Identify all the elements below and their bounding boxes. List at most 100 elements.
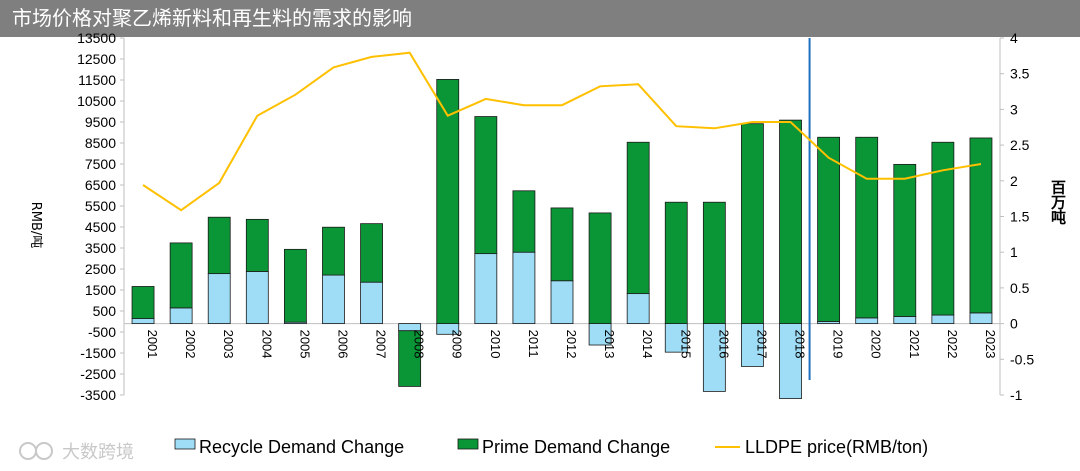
x-tick-label: 2007 [374, 330, 389, 359]
legend-label-recycle: Recycle Demand Change [199, 437, 404, 457]
watermark-logo-icon [19, 442, 37, 460]
prime-bar [779, 119, 802, 325]
left-tick-label: 12500 [77, 51, 116, 67]
legend-label-prime: Prime Demand Change [482, 437, 670, 457]
x-tick-label: 2018 [793, 330, 808, 359]
x-tick-label: 2002 [183, 330, 198, 359]
left-tick-label: 10500 [77, 93, 116, 109]
x-tick-label: 2016 [716, 330, 731, 359]
line-group [142, 51, 982, 212]
right-tick-label: 0 [1010, 316, 1018, 332]
x-tick-label: 2022 [945, 330, 960, 359]
prime-bar [322, 226, 345, 276]
prime-bar [931, 141, 955, 316]
x-tick-label: 2012 [564, 330, 579, 359]
x-tick-label: 2010 [488, 330, 503, 359]
left-tick-label: 500 [93, 303, 117, 319]
x-tick-label: 2001 [145, 330, 160, 359]
prime-bar [131, 286, 155, 320]
right-y-ticks: 4 3.5 3 2.5 2 1.5 1 0.5 0 -0.5 -1 百万吨 [1010, 30, 1067, 403]
recycle-bar [322, 274, 345, 325]
prime-bar [550, 207, 574, 282]
x-tick-label: 2011 [526, 330, 541, 358]
recycle-bar [931, 314, 955, 325]
left-tick-label: 11500 [78, 72, 116, 88]
right-tick-label: -0.5 [1010, 351, 1034, 367]
x-tick-label: 2004 [259, 330, 274, 359]
right-tick-label: 3.5 [1010, 66, 1030, 82]
x-tick-labels: 2001 2002 2003 2004 2005 2006 2007 2008 2009 2010… [145, 330, 998, 359]
left-tick-label: 3500 [85, 240, 116, 256]
left-tick-label: 1500 [85, 282, 116, 298]
chart-title: 市场价格对聚乙烯新料和再生料的需求的影响 [12, 6, 412, 30]
recycle-bar [855, 317, 879, 325]
prime-bar [360, 223, 383, 283]
right-tick-label: -1 [1010, 387, 1023, 403]
right-tick-label: 0.5 [1010, 280, 1030, 296]
legend: Recycle Demand Change Prime Demand Change… [19, 437, 928, 463]
recycle-bar [626, 293, 650, 325]
x-tick-label: 2019 [831, 330, 846, 359]
left-tick-label: -500 [88, 324, 116, 340]
x-tick-label: 2006 [335, 330, 350, 359]
prime-bar [474, 116, 498, 255]
right-tick-label: 4 [1010, 30, 1018, 46]
prime-bar [741, 123, 764, 324]
prime-bar [398, 330, 422, 387]
left-tick-label: 7500 [85, 156, 116, 172]
x-tick-label: 2015 [678, 330, 693, 359]
recycle-bar [245, 271, 269, 324]
right-tick-label: 2.5 [1010, 137, 1030, 153]
prime-bar [855, 136, 879, 319]
recycle-bar [207, 273, 231, 324]
recycle-bar [512, 251, 536, 324]
watermark-logo-icon [35, 442, 53, 460]
prime-bar [626, 141, 650, 295]
left-tick-label: 6500 [85, 177, 116, 193]
prime-bar [283, 248, 307, 323]
left-tick-label: 2500 [85, 261, 116, 277]
left-y-ticks: 13500 12500 11500 10500 9500 8500 7500 6500 5500… [28, 30, 116, 403]
legend-swatch-recycle [174, 438, 196, 450]
recycle-bar [893, 316, 917, 324]
right-axis-title: 百万吨 [1049, 180, 1067, 226]
left-tick-label: 9500 [85, 114, 116, 130]
prime-bar [436, 79, 460, 325]
prime-bar [169, 242, 193, 309]
prime-bar [893, 163, 917, 317]
legend-swatch-prime [457, 438, 479, 450]
recycle-bar [131, 318, 155, 324]
prime-bar [702, 201, 726, 324]
recycle-bar [169, 307, 193, 324]
prime-bar [512, 190, 536, 253]
left-tick-label: -2500 [80, 366, 116, 382]
left-tick-label: -1500 [80, 345, 116, 361]
left-tick-label: 13500 [77, 30, 116, 46]
prime-bar [245, 218, 269, 272]
legend-label-price: LLDPE price(RMB/ton) [745, 437, 928, 457]
left-tick-label: -3500 [80, 387, 116, 403]
prime-bar [969, 137, 993, 314]
prime-bar [817, 136, 841, 322]
x-tick-label: 2008 [412, 330, 427, 359]
right-tick-label: 3 [1010, 101, 1018, 117]
recycle-bar [969, 312, 993, 325]
x-tick-label: 2014 [640, 330, 655, 359]
prime-bar [207, 216, 231, 275]
watermark: 大数跨境 [62, 442, 134, 463]
right-tick-label: 2 [1010, 173, 1018, 189]
recycle-bar [550, 280, 574, 325]
right-tick-label: 1.5 [1010, 209, 1030, 225]
recycle-bar [474, 253, 498, 325]
x-tick-label: 2020 [869, 330, 884, 359]
left-tick-label: 8500 [85, 135, 116, 151]
right-tick-label: 1 [1010, 244, 1018, 260]
x-tick-label: 2021 [907, 330, 922, 359]
x-tick-label: 2003 [221, 330, 236, 359]
title-bar: 市场价格对聚乙烯新料和再生料的需求的影响 [0, 0, 1080, 37]
left-tick-label: 5500 [85, 198, 116, 214]
x-tick-label: 2023 [983, 330, 998, 359]
price-line [142, 51, 982, 212]
left-axis-title: RMB/吨 [28, 202, 43, 249]
